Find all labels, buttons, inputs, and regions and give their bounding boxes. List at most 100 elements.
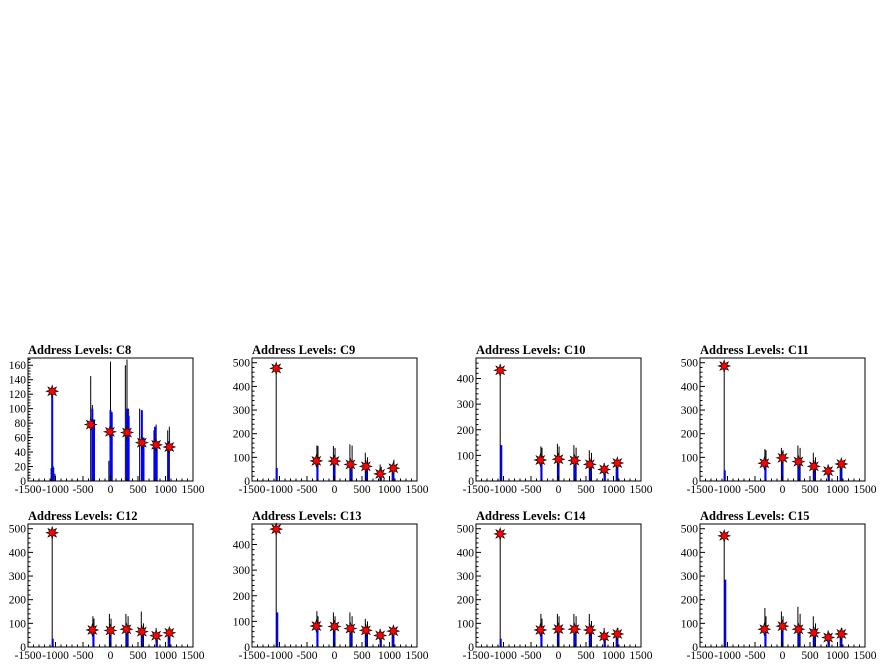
x-tick-label: -500 (296, 650, 317, 662)
peak-marker (493, 363, 508, 378)
y-tick-label: 0 (468, 476, 474, 488)
chart-title: Address Levels: C14 (476, 509, 586, 523)
peak-marker (120, 425, 134, 440)
y-tick-label: 100 (9, 618, 27, 630)
y-tick-label: 60 (15, 433, 27, 445)
y-tick-label: 400 (233, 540, 251, 552)
peak-marker (358, 623, 373, 638)
peak-marker (83, 417, 98, 432)
y-tick-label: 0 (692, 476, 698, 488)
peak-marker (597, 629, 612, 644)
x-tick-label: -500 (520, 484, 541, 496)
y-tick-label: 0 (468, 642, 474, 654)
peak-marker (134, 435, 149, 450)
x-tick-label: 1000 (154, 650, 177, 662)
y-tick-label: 100 (681, 618, 699, 630)
x-tick-label: -1500 (463, 650, 490, 662)
peak-marker (269, 361, 284, 376)
x-tick-label: 1000 (378, 650, 401, 662)
x-tick-label: -1500 (463, 484, 490, 496)
chart-panel-8: Address Levels: C15 0 100 200 300 400 500 -1500… (681, 509, 877, 662)
x-tick-label: 0 (556, 650, 562, 662)
x-tick-label: -1000 (490, 650, 517, 662)
y-tick-label: 200 (457, 595, 475, 607)
peak-marker (834, 456, 849, 471)
x-tick-label: 0 (780, 484, 786, 496)
x-tick-label: 500 (577, 650, 595, 662)
y-tick-label: 500 (9, 524, 27, 536)
peak-marker (134, 624, 149, 639)
x-tick-label: -1000 (42, 484, 69, 496)
x-tick-label: 1500 (406, 484, 429, 496)
y-tick-label: 100 (233, 616, 251, 628)
peak-marker (717, 359, 732, 374)
peak-marker (717, 528, 732, 543)
x-tick-label: -1000 (714, 484, 741, 496)
y-tick-label: 300 (233, 565, 251, 577)
peak-marker (386, 461, 401, 476)
peak-marker (309, 453, 324, 468)
x-tick-label: 1500 (182, 484, 205, 496)
chart-panel-6: Address Levels: C13 0 100 200 300 400 -1500 -10… (233, 509, 429, 662)
chart-title: Address Levels: C8 (28, 343, 131, 357)
x-tick-label: 0 (108, 484, 114, 496)
x-tick-label: 0 (332, 650, 338, 662)
y-tick-label: 100 (9, 404, 27, 416)
x-tick-label: 1500 (630, 650, 653, 662)
x-tick-label: -1500 (687, 650, 714, 662)
peak-marker (533, 622, 548, 637)
x-tick-label: -500 (520, 650, 541, 662)
y-tick-label: 0 (20, 476, 26, 488)
y-tick-label: 300 (233, 405, 251, 417)
y-tick-label: 500 (457, 524, 475, 536)
peak-marker (373, 628, 388, 643)
x-tick-label: 1000 (602, 650, 625, 662)
y-tick-label: 100 (457, 618, 475, 630)
peak-marker (149, 437, 164, 452)
y-tick-label: 120 (9, 389, 27, 401)
peak-marker (582, 457, 597, 472)
y-tick-label: 400 (9, 547, 27, 559)
y-tick-label: 160 (9, 360, 27, 372)
x-tick-label: -500 (72, 650, 93, 662)
peak-marker (551, 622, 566, 637)
peak-marker (343, 621, 358, 636)
x-tick-label: -1000 (714, 650, 741, 662)
x-tick-label: 500 (129, 484, 147, 496)
peak-marker (533, 452, 548, 467)
x-tick-label: -1000 (42, 650, 69, 662)
chart-panel-5: Address Levels: C12 0 100 200 300 400 500 -1500… (9, 509, 205, 662)
peak-marker (373, 466, 388, 481)
y-tick-label: 300 (681, 405, 699, 417)
y-tick-label: 300 (457, 399, 475, 411)
x-tick-label: 500 (801, 650, 819, 662)
x-tick-label: 0 (108, 650, 114, 662)
peak-marker (493, 526, 508, 541)
y-tick-label: 0 (20, 642, 26, 654)
chart-title: Address Levels: C10 (476, 343, 586, 357)
peak-marker (775, 619, 790, 634)
peak-marker (327, 454, 342, 469)
peak-marker (791, 622, 806, 637)
peak-marker (806, 459, 821, 474)
peak-marker (757, 456, 772, 471)
chart-panel-4: Address Levels: C11 0 100 200 300 400 500 -1500… (681, 343, 877, 496)
y-tick-label: 300 (457, 571, 475, 583)
y-tick-label: 40 (15, 447, 27, 459)
peak-marker (162, 625, 177, 640)
x-tick-label: -500 (72, 484, 93, 496)
peak-marker (806, 625, 821, 640)
peak-marker (821, 630, 836, 645)
x-tick-label: -1500 (239, 650, 266, 662)
x-tick-label: -1500 (15, 484, 42, 496)
peak-marker (386, 624, 401, 639)
y-tick-label: 400 (233, 381, 251, 393)
peak-marker (162, 439, 177, 454)
x-tick-label: 1500 (854, 484, 877, 496)
peak-marker (582, 622, 597, 637)
x-tick-label: -1000 (266, 484, 293, 496)
peak-marker (85, 622, 100, 637)
y-tick-label: 500 (233, 358, 251, 370)
chart-panel-7: Address Levels: C14 0 100 200 300 400 500 -1500… (457, 509, 653, 662)
